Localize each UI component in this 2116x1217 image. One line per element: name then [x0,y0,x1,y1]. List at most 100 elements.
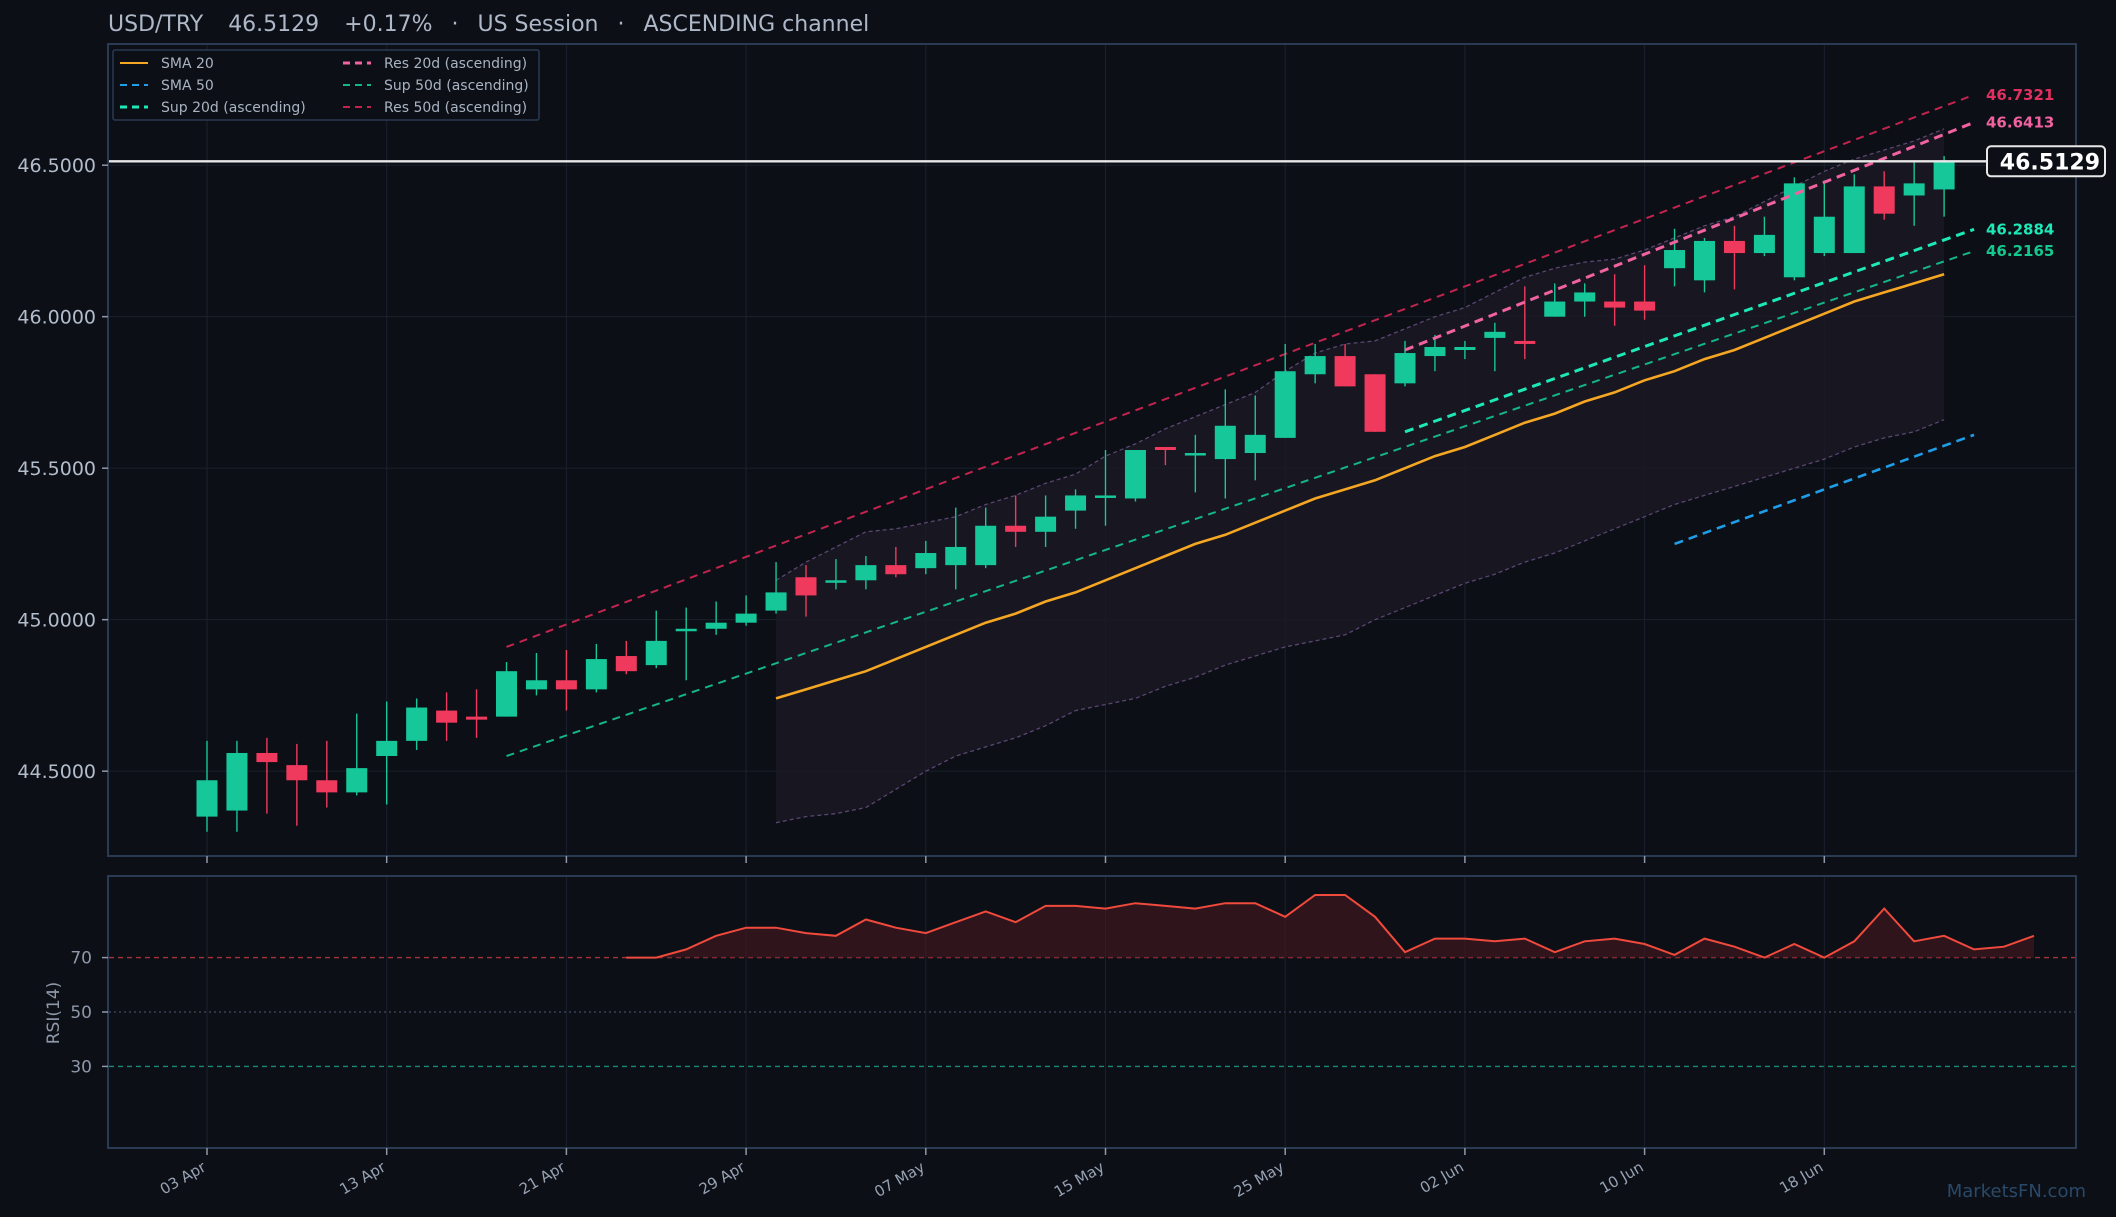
candle-up [1035,516,1057,532]
candle-up [585,659,607,690]
bollinger-lower [775,419,1945,824]
candles [196,156,1955,832]
rsi-axis-title: RSI(14) [44,982,64,1045]
title-sep-1: · [452,12,459,37]
candle-down [286,765,308,781]
candle-up [1843,186,1865,254]
candle-up [1933,162,1955,190]
candle-up [226,752,248,811]
rsi-tick-label: 50 [70,1003,92,1023]
candle-down [1514,340,1536,344]
watermark: MarketsFN.com [1947,1181,2086,1202]
bollinger-upper [775,128,1945,581]
candle-down [555,680,577,690]
candle-up [1394,353,1416,384]
price-tick-label: 45.0000 [17,610,96,632]
title-symbol: USD/TRY [108,12,204,37]
rsi-series [626,894,2035,959]
candle-up [346,768,368,793]
sup-50d-line [506,250,1975,757]
candle-up [1753,234,1775,254]
chart-title: USD/TRY 46.5129 +0.17% · US Session · AS… [108,12,869,37]
candle-up [645,640,667,666]
date-tick-label: 21 Apr [516,1157,569,1198]
candle-up [1544,301,1566,317]
candle-down [316,780,338,793]
candle-down [885,565,907,575]
candle-down [1604,301,1626,308]
candle-up [1424,346,1446,357]
date-tick-label: 07 May [871,1158,928,1201]
candle-up [1274,371,1296,438]
right-price-labels: 46.7321 46.6413 46.2884 46.2165 [1986,86,2054,260]
legend-label: Sup 20d (ascending) [161,100,306,116]
rsi-overbought-fill [626,895,2034,958]
sup-20d-line [1404,227,1975,434]
legend-label: Res 50d (ascending) [384,100,527,116]
price-tick-label: 45.5000 [17,458,96,480]
edge-price-label: 46.7321 [1986,86,2054,104]
candle-up [1574,292,1596,302]
candle-up [1664,250,1686,269]
candle-down [436,710,458,723]
date-tick-label: 29 Apr [696,1157,749,1198]
candle-up [855,565,877,581]
candle-up [1244,434,1266,454]
legend-label: Sup 50d (ascending) [384,78,529,94]
title-sep-2: · [618,12,625,37]
trend-lines [506,93,1975,757]
candle-up [496,671,517,717]
candle-down [1634,301,1656,311]
price-axis: 44.5000 45.0000 45.5000 46.0000 46.5000 [17,155,108,783]
legend-label: Res 20d (ascending) [384,56,527,72]
candle-down [1334,356,1356,387]
candle-up [1454,346,1476,351]
candle-up [735,613,757,623]
candle-up [1903,183,1925,196]
candle-up [675,628,697,632]
edge-price-label: 46.2165 [1986,242,2054,260]
candle-up [1783,183,1805,278]
candle-up [915,553,937,569]
candle-up [1813,216,1835,254]
date-tick-label: 03 Apr [157,1157,210,1198]
rsi-line [626,894,2035,959]
candle-down [1154,446,1176,450]
title-change: +0.17% [344,12,432,37]
date-tick-label: 13 Apr [337,1157,390,1198]
candle-up [1184,453,1206,456]
title-session: US Session [478,12,599,37]
sma-20-line [775,273,1945,700]
candle-down [256,752,278,763]
candle-down [1723,240,1745,254]
legend-label: SMA 50 [161,78,214,94]
candle-up [376,740,398,757]
candle-up [765,592,787,611]
title-price: 46.5129 [228,12,319,37]
edge-price-label: 46.2884 [1986,220,2054,238]
candle-down [1873,186,1895,214]
candle-down [795,577,817,596]
candle-up [1694,240,1715,281]
candle-up [1214,425,1236,460]
title-channel: ASCENDING channel [644,12,870,37]
date-tick-label: 10 Jun [1597,1158,1647,1197]
date-tick-label: 25 May [1231,1158,1288,1201]
candle-up [975,525,997,566]
edge-price-label: 46.6413 [1986,113,2054,131]
candle-up [1484,331,1506,338]
candle-up [1304,356,1326,375]
candle-up [825,580,847,583]
candle-up [525,680,547,690]
candle-down [1364,374,1386,432]
candle-up [1124,450,1146,499]
candle-up [196,780,218,817]
candle-up [705,622,727,629]
last-price-line: 46.5129 [109,145,2106,178]
rsi-axis: 70 50 30 [70,949,108,1077]
candle-up [945,546,967,566]
date-tick-label: 15 May [1051,1158,1108,1201]
candle-down [1005,525,1027,532]
res-50d-line [506,93,1975,648]
